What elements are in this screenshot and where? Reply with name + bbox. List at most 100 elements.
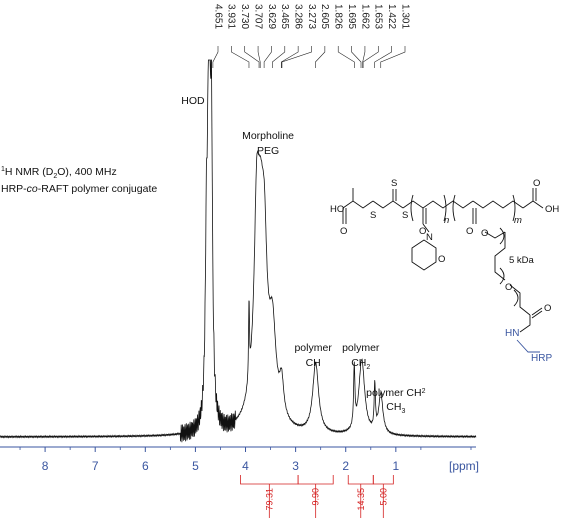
peak-leader-line (263, 46, 272, 68)
struct-label-s3: S (402, 210, 408, 221)
struct-label-o-right: O (533, 178, 540, 189)
bond-thio (372, 200, 404, 209)
struct-label-morph-o: O (438, 254, 445, 265)
chemical-structure (342, 188, 544, 353)
bond-backbone (402, 200, 474, 209)
struct-label-morph-n: N (426, 232, 433, 243)
peak-value-label: 1.653 (373, 4, 384, 29)
bond-peg-linker (509, 284, 531, 316)
bond-peg (494, 232, 506, 281)
x-tick-label: 6 (142, 459, 149, 473)
bond-side-chain (472, 200, 524, 209)
peak-leader-line (257, 46, 261, 68)
peak-value-label: 3.629 (266, 4, 277, 29)
peak-assignment-label: CH3 (386, 401, 405, 415)
bracket-n-right (443, 194, 447, 222)
struct-label-hrp: HRP (531, 353, 552, 364)
peak-list: 4.651 3.931 3.730 3.707 3.629 3.465 3.286 3.273… (212, 4, 410, 68)
peak-value-label: 3.931 (226, 4, 237, 29)
peak-value-label: 1.826 (333, 4, 344, 29)
peak-leader-line (380, 46, 406, 68)
peak-value-label: 4.651 (212, 4, 223, 29)
peak-value-label: 1.662 (359, 4, 370, 29)
integral-bracket (297, 475, 334, 485)
peak-leader-line (244, 46, 260, 68)
x-tick-label: 5 (192, 459, 199, 473)
peak-value-label: 1.422 (386, 4, 397, 29)
integral-bracket (372, 475, 394, 485)
peak-value-label: 1.695 (346, 4, 357, 29)
structure-labels: HO O S S S O N O n m O OH O O 5 kDa O O … (330, 178, 559, 364)
bond-cs-double (392, 189, 397, 201)
x-tick-label: 8 (42, 459, 49, 473)
struct-label-o-left: O (340, 226, 347, 237)
bracket-linker (513, 289, 519, 307)
peak-assignment-label: polymer (342, 342, 380, 354)
peak-leader-line (272, 46, 286, 68)
morpholine-ring (411, 239, 437, 271)
peak-value-label: 3.273 (306, 4, 317, 29)
peak-assignment-label: CH (306, 357, 321, 369)
struct-label-s2: S (391, 178, 397, 189)
x-tick-label: 2 (342, 459, 349, 473)
struct-label-peg-size: 5 kDa (509, 255, 535, 266)
peak-value-label: 3.465 (279, 4, 290, 29)
integral-value: 79.31 (264, 488, 274, 511)
peak-assignment-label: polymer (294, 342, 332, 354)
annotation-line2: HRP-co-RAFT polymer conjugate (1, 183, 157, 195)
x-tick-label: 1 (392, 459, 399, 473)
integral-bracket (347, 475, 374, 485)
bond-to-hrp (516, 339, 540, 353)
annotation-line1: 1H NMR (D2O), 400 MHz (1, 166, 117, 180)
peak-value-label: 3.707 (252, 4, 263, 29)
peak-leader-line (280, 46, 299, 68)
struct-label-m: m (514, 215, 522, 226)
bracket-n-left (410, 194, 414, 222)
peak-leader-line (362, 46, 366, 68)
bond-ester-o (484, 231, 506, 239)
peak-assignment-label: HOD (181, 95, 205, 107)
struct-label-amide-nh: HN (505, 328, 519, 339)
struct-label-ester-o2: O (481, 228, 488, 239)
bond-amide-co (422, 208, 427, 224)
peak-leader-line (374, 46, 392, 68)
peak-leader-line (315, 46, 326, 68)
bond-amide (519, 307, 543, 333)
peak-value-label: 3.286 (293, 4, 304, 29)
x-axis-ticks: 8 7 6 5 4 3 2 1 (19, 447, 472, 473)
struct-label-peg-o: O (505, 282, 512, 293)
peak-labels: HOD Morpholine PEG polymer CH polymer CH2 polym… (181, 95, 425, 415)
struct-label-ester-o: O (466, 226, 473, 237)
peak-leader-line (212, 46, 219, 68)
spectrum-trace (0, 59, 477, 443)
peak-value-label: 2.605 (319, 4, 330, 29)
peak-leader-line (281, 46, 312, 68)
bond-carbonyl-left (342, 208, 347, 224)
bond-ester-co (472, 208, 477, 224)
x-axis-unit-label: [ppm] (449, 459, 479, 473)
peak-leader-line (231, 46, 250, 68)
peak-assignment-label: PEG (257, 145, 279, 157)
bracket-peg-top (499, 227, 505, 245)
peak-leader-line (362, 46, 379, 68)
peak-value-label: 1.301 (399, 4, 410, 29)
x-tick-label: 7 (92, 459, 99, 473)
integral-bracket (240, 475, 299, 485)
bond-to-morph (422, 223, 430, 233)
bracket-m-left (452, 194, 456, 222)
struct-label-s1: S (370, 210, 376, 221)
peak-leader-line (337, 46, 355, 68)
bond-path-left (342, 200, 374, 209)
integral-value: 14.35 (356, 488, 366, 511)
peak-assignment-label: Morpholine (242, 130, 294, 142)
x-tick-label: 4 (242, 459, 249, 473)
struct-label-amide-o: O (544, 303, 551, 314)
struct-label-acid-right: OH (545, 204, 559, 215)
peak-leader-line (351, 46, 362, 68)
peak-assignment-label: CH2 (351, 357, 370, 371)
integral-value: 9.90 (311, 488, 321, 506)
peak-assignment-label: polymer CH2 (366, 387, 425, 399)
integral-value: 5.00 (378, 488, 388, 506)
